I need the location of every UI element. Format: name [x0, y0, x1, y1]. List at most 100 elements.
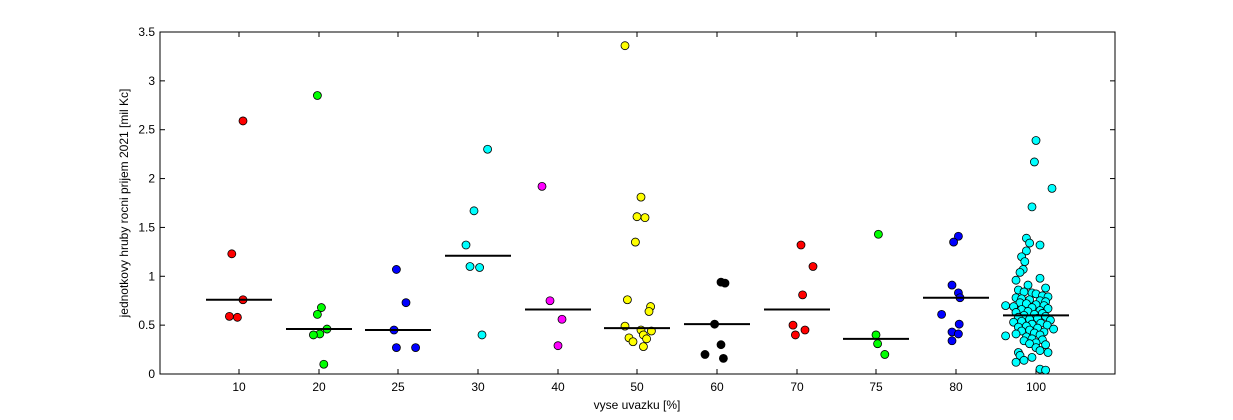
- data-point: [553, 341, 563, 351]
- data-point: [1031, 136, 1041, 145]
- data-point: [465, 262, 475, 271]
- data-point: [391, 265, 401, 274]
- data-point: [308, 330, 318, 340]
- data-point: [557, 314, 567, 324]
- data-point: [1011, 329, 1021, 339]
- data-point: [391, 343, 401, 353]
- x-tick-label: 10: [232, 380, 246, 394]
- x-tick-label: 50: [630, 380, 644, 394]
- data-point: [461, 240, 471, 250]
- data-point: [798, 290, 807, 300]
- data-point: [312, 309, 322, 319]
- data-point: [873, 339, 882, 349]
- data-point: [1047, 183, 1057, 193]
- data-point: [227, 249, 237, 259]
- y-tick-label: 3.5: [138, 25, 155, 39]
- data-point: [1049, 324, 1058, 334]
- data-point: [319, 359, 329, 369]
- data-point: [1043, 348, 1053, 357]
- data-point: [947, 280, 957, 290]
- data-point: [791, 330, 800, 340]
- data-point: [1022, 246, 1031, 256]
- data-point: [642, 334, 651, 344]
- data-point: [631, 237, 640, 247]
- data-point: [1015, 267, 1025, 277]
- data-point: [700, 350, 710, 359]
- data-point: [1035, 346, 1045, 355]
- data-point: [1035, 240, 1045, 250]
- data-point: [808, 262, 818, 271]
- data-point: [312, 91, 322, 100]
- data-point: [632, 212, 642, 222]
- data-point: [1027, 202, 1037, 212]
- data-point: [871, 330, 881, 340]
- data-point: [954, 231, 963, 241]
- data-point: [796, 240, 806, 250]
- y-tick-label: 0: [148, 367, 155, 381]
- data-point: [954, 329, 963, 339]
- data-point: [623, 295, 632, 305]
- data-point: [537, 181, 547, 191]
- data-point: [1035, 273, 1045, 283]
- y-tick-label: 2: [148, 172, 155, 186]
- data-point: [1020, 257, 1030, 267]
- data-point: [874, 229, 883, 239]
- x-tick-label: 30: [471, 380, 485, 394]
- data-point: [880, 350, 890, 359]
- data-point: [545, 296, 555, 306]
- data-point: [716, 340, 726, 350]
- data-point: [1011, 357, 1021, 367]
- data-point: [1030, 157, 1039, 167]
- data-points: [224, 41, 1058, 375]
- x-tick-label: 75: [869, 380, 883, 394]
- data-point: [720, 278, 730, 288]
- data-point: [1019, 355, 1029, 365]
- data-point: [401, 298, 411, 308]
- y-tick-label: 1: [148, 269, 155, 283]
- y-tick-label: 2.5: [138, 123, 155, 137]
- data-point: [411, 343, 421, 353]
- y-axis-label: jednotkovy hruby rocni prijem 2021 [mil …: [117, 89, 131, 319]
- data-point: [238, 116, 248, 126]
- data-point: [1011, 275, 1021, 285]
- data-point: [1041, 340, 1050, 350]
- data-point: [628, 337, 638, 347]
- data-point: [947, 336, 957, 346]
- data-point: [469, 206, 479, 216]
- data-point: [639, 342, 648, 352]
- data-point: [949, 237, 958, 247]
- x-tick-label: 25: [391, 380, 405, 394]
- data-point: [475, 263, 485, 272]
- data-point: [1041, 365, 1050, 375]
- data-point: [1041, 283, 1050, 293]
- data-point: [1025, 238, 1034, 248]
- x-tick-label: 20: [312, 380, 326, 394]
- data-point: [477, 330, 487, 340]
- median-lines: [206, 254, 1069, 340]
- data-point: [640, 213, 650, 223]
- data-point: [1001, 301, 1010, 311]
- data-point: [620, 41, 630, 51]
- data-point: [636, 192, 646, 202]
- x-tick-label: 40: [551, 380, 565, 394]
- data-point: [1023, 280, 1033, 290]
- data-point: [316, 303, 326, 312]
- data-point: [224, 311, 234, 321]
- data-point: [1027, 352, 1037, 362]
- data-point: [800, 325, 810, 335]
- data-point: [937, 309, 946, 319]
- x-tick-label: 70: [790, 380, 804, 394]
- data-point: [232, 312, 242, 322]
- x-tick-label: 60: [710, 380, 724, 394]
- data-point: [1025, 339, 1034, 349]
- data-point: [483, 144, 493, 154]
- y-tick-label: 3: [148, 74, 155, 88]
- data-point: [788, 320, 798, 330]
- data-point: [954, 319, 964, 329]
- y-axis-ticks: 0 0.5 1 1.5 2 2.5 3 3.5: [138, 25, 1115, 381]
- data-point: [719, 353, 728, 363]
- plot-area: [159, 31, 1116, 375]
- data-point: [1001, 331, 1010, 341]
- x-tick-label: 80: [949, 380, 963, 394]
